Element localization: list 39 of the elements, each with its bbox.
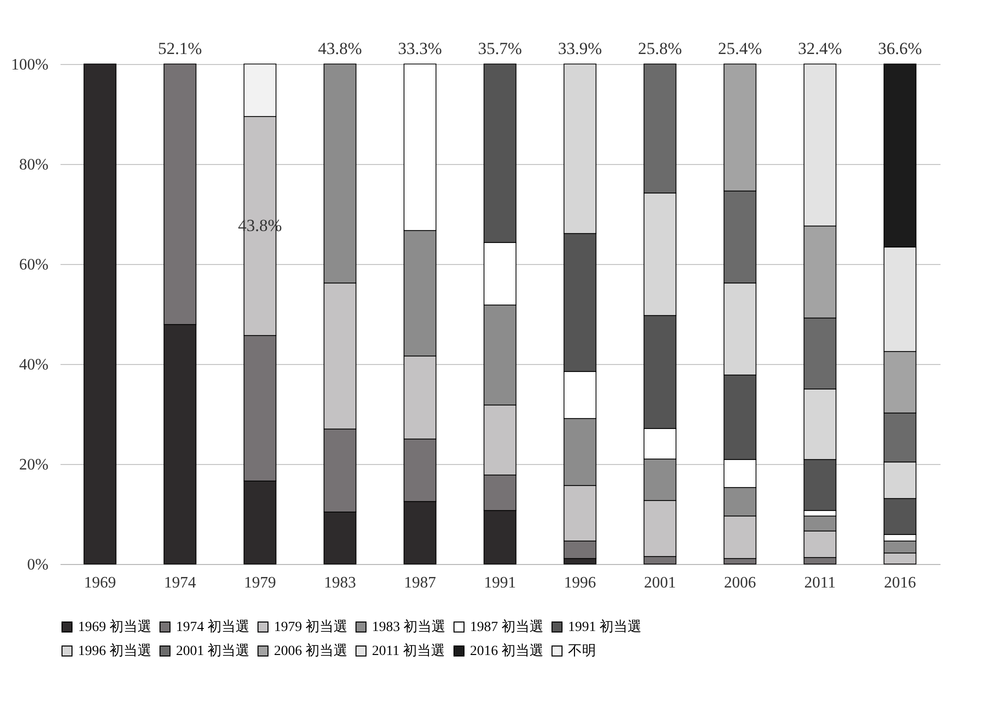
y-tick-label: 80%	[19, 156, 48, 174]
legend-label: 1996 初当選	[78, 643, 152, 659]
y-tick-label: 60%	[19, 256, 48, 274]
data-label: 25.4%	[718, 39, 762, 58]
legend-label: 2016 初当選	[470, 643, 544, 659]
legend-label: 不明	[568, 644, 596, 659]
x-tick-label: 2006	[724, 574, 756, 592]
bar	[84, 64, 116, 564]
legend-label: 2011 初当選	[372, 643, 445, 659]
legend-label: 2006 初当選	[274, 643, 348, 659]
y-tick-label: 40%	[19, 356, 48, 374]
x-tick-label: 1987	[404, 574, 436, 592]
x-tick-label: 1996	[564, 574, 596, 592]
legend-label: 1991 初当選	[568, 619, 642, 635]
x-tick-label: 1983	[324, 574, 356, 592]
x-tick-label: 1979	[244, 574, 276, 592]
data-label: 43.8%	[318, 39, 362, 58]
legend-label: 1979 初当選	[274, 619, 348, 635]
legend-label: 2001 初当選	[176, 643, 250, 659]
x-tick-label: 2001	[644, 574, 676, 592]
x-tick-label: 1974	[164, 574, 196, 592]
data-label: 35.7%	[478, 39, 522, 58]
y-tick-label: 100%	[11, 56, 48, 74]
data-label: 33.3%	[398, 39, 442, 58]
x-tick-label: 2016	[884, 574, 916, 592]
legend-label: 1974 初当選	[176, 619, 250, 635]
x-tick-label: 2011	[804, 574, 836, 592]
y-tick-label: 20%	[19, 456, 48, 474]
legend-label: 1987 初当選	[470, 619, 544, 635]
legend-label: 1983 初当選	[372, 619, 446, 635]
y-tick-label: 0%	[27, 556, 48, 574]
data-label: 33.9%	[558, 39, 602, 58]
legend-label: 1969 初当選	[78, 619, 152, 635]
data-label: 25.8%	[638, 39, 682, 58]
x-tick-label: 1969	[84, 574, 116, 592]
data-label: 52.1%	[158, 39, 202, 58]
data-label: 32.4%	[798, 39, 842, 58]
x-tick-label: 1991	[484, 574, 516, 592]
data-label: 36.6%	[878, 39, 922, 58]
